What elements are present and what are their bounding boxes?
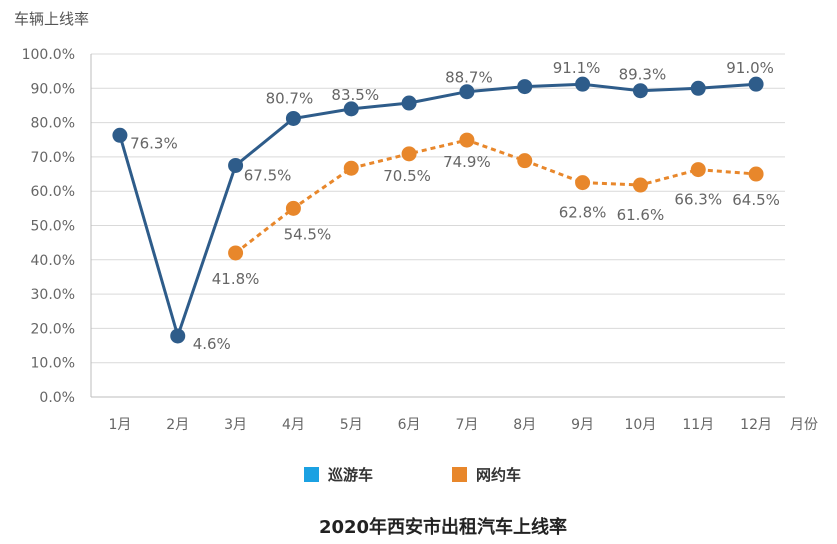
x-tick-label: 12月: [740, 417, 772, 433]
data-point: [285, 110, 301, 126]
data-point: [170, 328, 186, 344]
x-tick-label: 3月: [224, 417, 247, 433]
data-point: [748, 76, 764, 92]
series-网约车: 41.8% 54.5% 70.5% 74.9% 62.8% 61.6% 66.3% 64.5%: [212, 132, 780, 288]
data-label: 76.3%: [130, 134, 178, 152]
data-point: [632, 83, 648, 99]
x-tick-label: 9月: [571, 417, 594, 433]
legend-swatch: [304, 467, 319, 482]
legend-label: 巡游车: [328, 466, 373, 484]
y-tick-labels: 0.0% 10.0% 20.0% 30.0% 40.0% 50.0% 60.0% 70.0% 8…: [22, 47, 75, 406]
x-axis-title: 月份: [790, 417, 818, 433]
data-label: 80.7%: [266, 89, 314, 107]
x-tick-label: 5月: [340, 417, 363, 433]
data-label: 83.5%: [331, 86, 379, 104]
data-label: 4.6%: [193, 335, 231, 353]
data-label: 91.0%: [726, 59, 774, 77]
data-point: [575, 76, 591, 92]
data-point: [112, 127, 128, 143]
y-tick-label: 100.0%: [22, 47, 75, 63]
data-point: [459, 84, 475, 100]
y-axis-title: 车辆上线率: [14, 10, 89, 28]
y-tick-label: 90.0%: [31, 81, 75, 97]
y-tick-label: 70.0%: [31, 150, 75, 166]
data-point: [343, 101, 359, 117]
series-line: [234, 138, 757, 255]
data-point: [228, 157, 244, 173]
data-label: 41.8%: [212, 270, 260, 288]
legend-swatch: [452, 467, 467, 482]
data-label: 74.9%: [443, 153, 491, 171]
data-point: [690, 80, 706, 96]
x-tick-label: 6月: [398, 417, 421, 433]
x-tick-labels: 1月 2月 3月 4月 5月 6月 7月 8月 9月 10月 11月 12月: [108, 417, 772, 433]
data-label: 91.1%: [553, 59, 601, 77]
chart-title: 2020年西安市出租汽车上线率: [319, 516, 567, 538]
y-tick-label: 0.0%: [39, 390, 75, 406]
legend-label: 网约车: [476, 466, 521, 484]
data-point: [517, 79, 533, 95]
y-tick-label: 50.0%: [31, 219, 75, 235]
x-tick-label: 1月: [108, 417, 131, 433]
data-point: [401, 146, 417, 162]
data-label: 67.5%: [244, 166, 292, 184]
y-tick-label: 30.0%: [31, 287, 75, 303]
x-tick-label: 7月: [455, 417, 478, 433]
data-point: [459, 132, 475, 148]
series-layer: 76.3% 4.6% 67.5% 80.7% 83.5% 88.7% 91.1% 89.3% 9…: [112, 59, 780, 353]
y-tick-label: 80.0%: [31, 116, 75, 132]
data-point: [401, 95, 417, 111]
data-label: 70.5%: [383, 167, 431, 185]
x-tick-label: 2月: [166, 417, 189, 433]
data-point: [228, 245, 244, 261]
data-label: 88.7%: [445, 69, 493, 87]
data-point: [285, 200, 301, 216]
x-tick-label: 4月: [282, 417, 305, 433]
data-label: 62.8%: [559, 204, 607, 222]
data-point: [517, 153, 533, 169]
x-tick-label: 8月: [513, 417, 536, 433]
y-tick-label: 20.0%: [31, 321, 75, 337]
data-point: [690, 162, 706, 178]
x-tick-label: 10月: [625, 417, 657, 433]
data-label: 66.3%: [674, 191, 722, 209]
data-point: [343, 160, 359, 176]
series-巡游车: 76.3% 4.6% 67.5% 80.7% 83.5% 88.7% 91.1% 89.3% 9…: [112, 59, 774, 353]
y-tick-label: 60.0%: [31, 184, 75, 200]
data-point: [632, 177, 648, 193]
series-line: [118, 82, 757, 341]
y-tick-label: 40.0%: [31, 253, 75, 269]
data-label: 54.5%: [284, 225, 332, 243]
data-point: [748, 166, 764, 182]
legend: 巡游车 网约车: [304, 466, 521, 484]
data-label: 89.3%: [619, 66, 667, 84]
x-tick-label: 11月: [682, 417, 714, 433]
data-label: 64.5%: [732, 191, 780, 209]
data-label: 61.6%: [617, 206, 665, 224]
data-point: [575, 175, 591, 191]
y-tick-label: 10.0%: [31, 356, 75, 372]
